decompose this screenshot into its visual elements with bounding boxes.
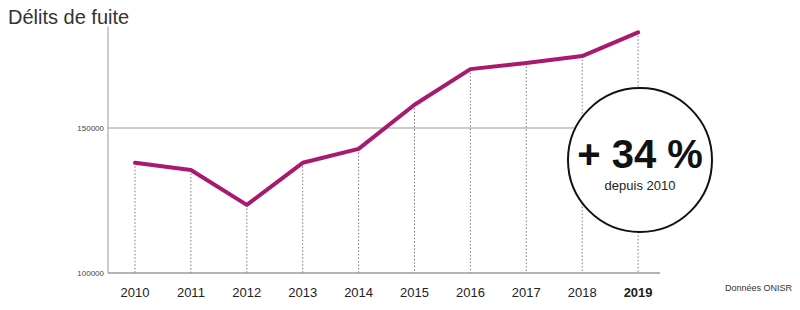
drop-line	[414, 105, 415, 273]
drop-line	[135, 163, 136, 273]
x-tick-label: 2016	[456, 285, 485, 300]
x-tick-label: 2019	[624, 285, 653, 300]
x-tick-label: 2010	[121, 285, 150, 300]
y-tick-label: 100000	[77, 269, 104, 278]
line	[135, 32, 638, 205]
plot-area	[135, 32, 638, 273]
drop-line	[302, 163, 303, 273]
chart: Délits de fuite 100000 150000 2010 2011 2012 2…	[0, 0, 800, 310]
x-tick-label: 2015	[400, 285, 429, 300]
y-tick-label: 150000	[77, 124, 104, 133]
x-tick-label: 2012	[232, 285, 261, 300]
annotation-value: + 34 %	[577, 132, 703, 176]
x-tick-label: 2013	[288, 285, 317, 300]
source: Données ONISR	[725, 283, 793, 293]
annotation-note: depuis 2010	[605, 178, 676, 193]
title: Délits de fuite	[8, 6, 129, 28]
x-tick-label: 2017	[512, 285, 541, 300]
drop-line	[470, 69, 471, 273]
y-axis	[108, 27, 109, 274]
drop-line	[246, 205, 247, 273]
drop-line	[358, 149, 359, 273]
x-tick-label: 2018	[568, 285, 597, 300]
drop-line	[190, 170, 191, 273]
annotation-circle	[568, 88, 712, 232]
grid-line	[108, 273, 660, 274]
x-tick-label: 2011	[177, 285, 205, 300]
x-tick-label: 2014	[344, 285, 373, 300]
drop-line	[526, 63, 527, 273]
x-axis	[108, 273, 660, 274]
page: {"chart_data": {"type": "line", "title":…	[0, 0, 800, 310]
